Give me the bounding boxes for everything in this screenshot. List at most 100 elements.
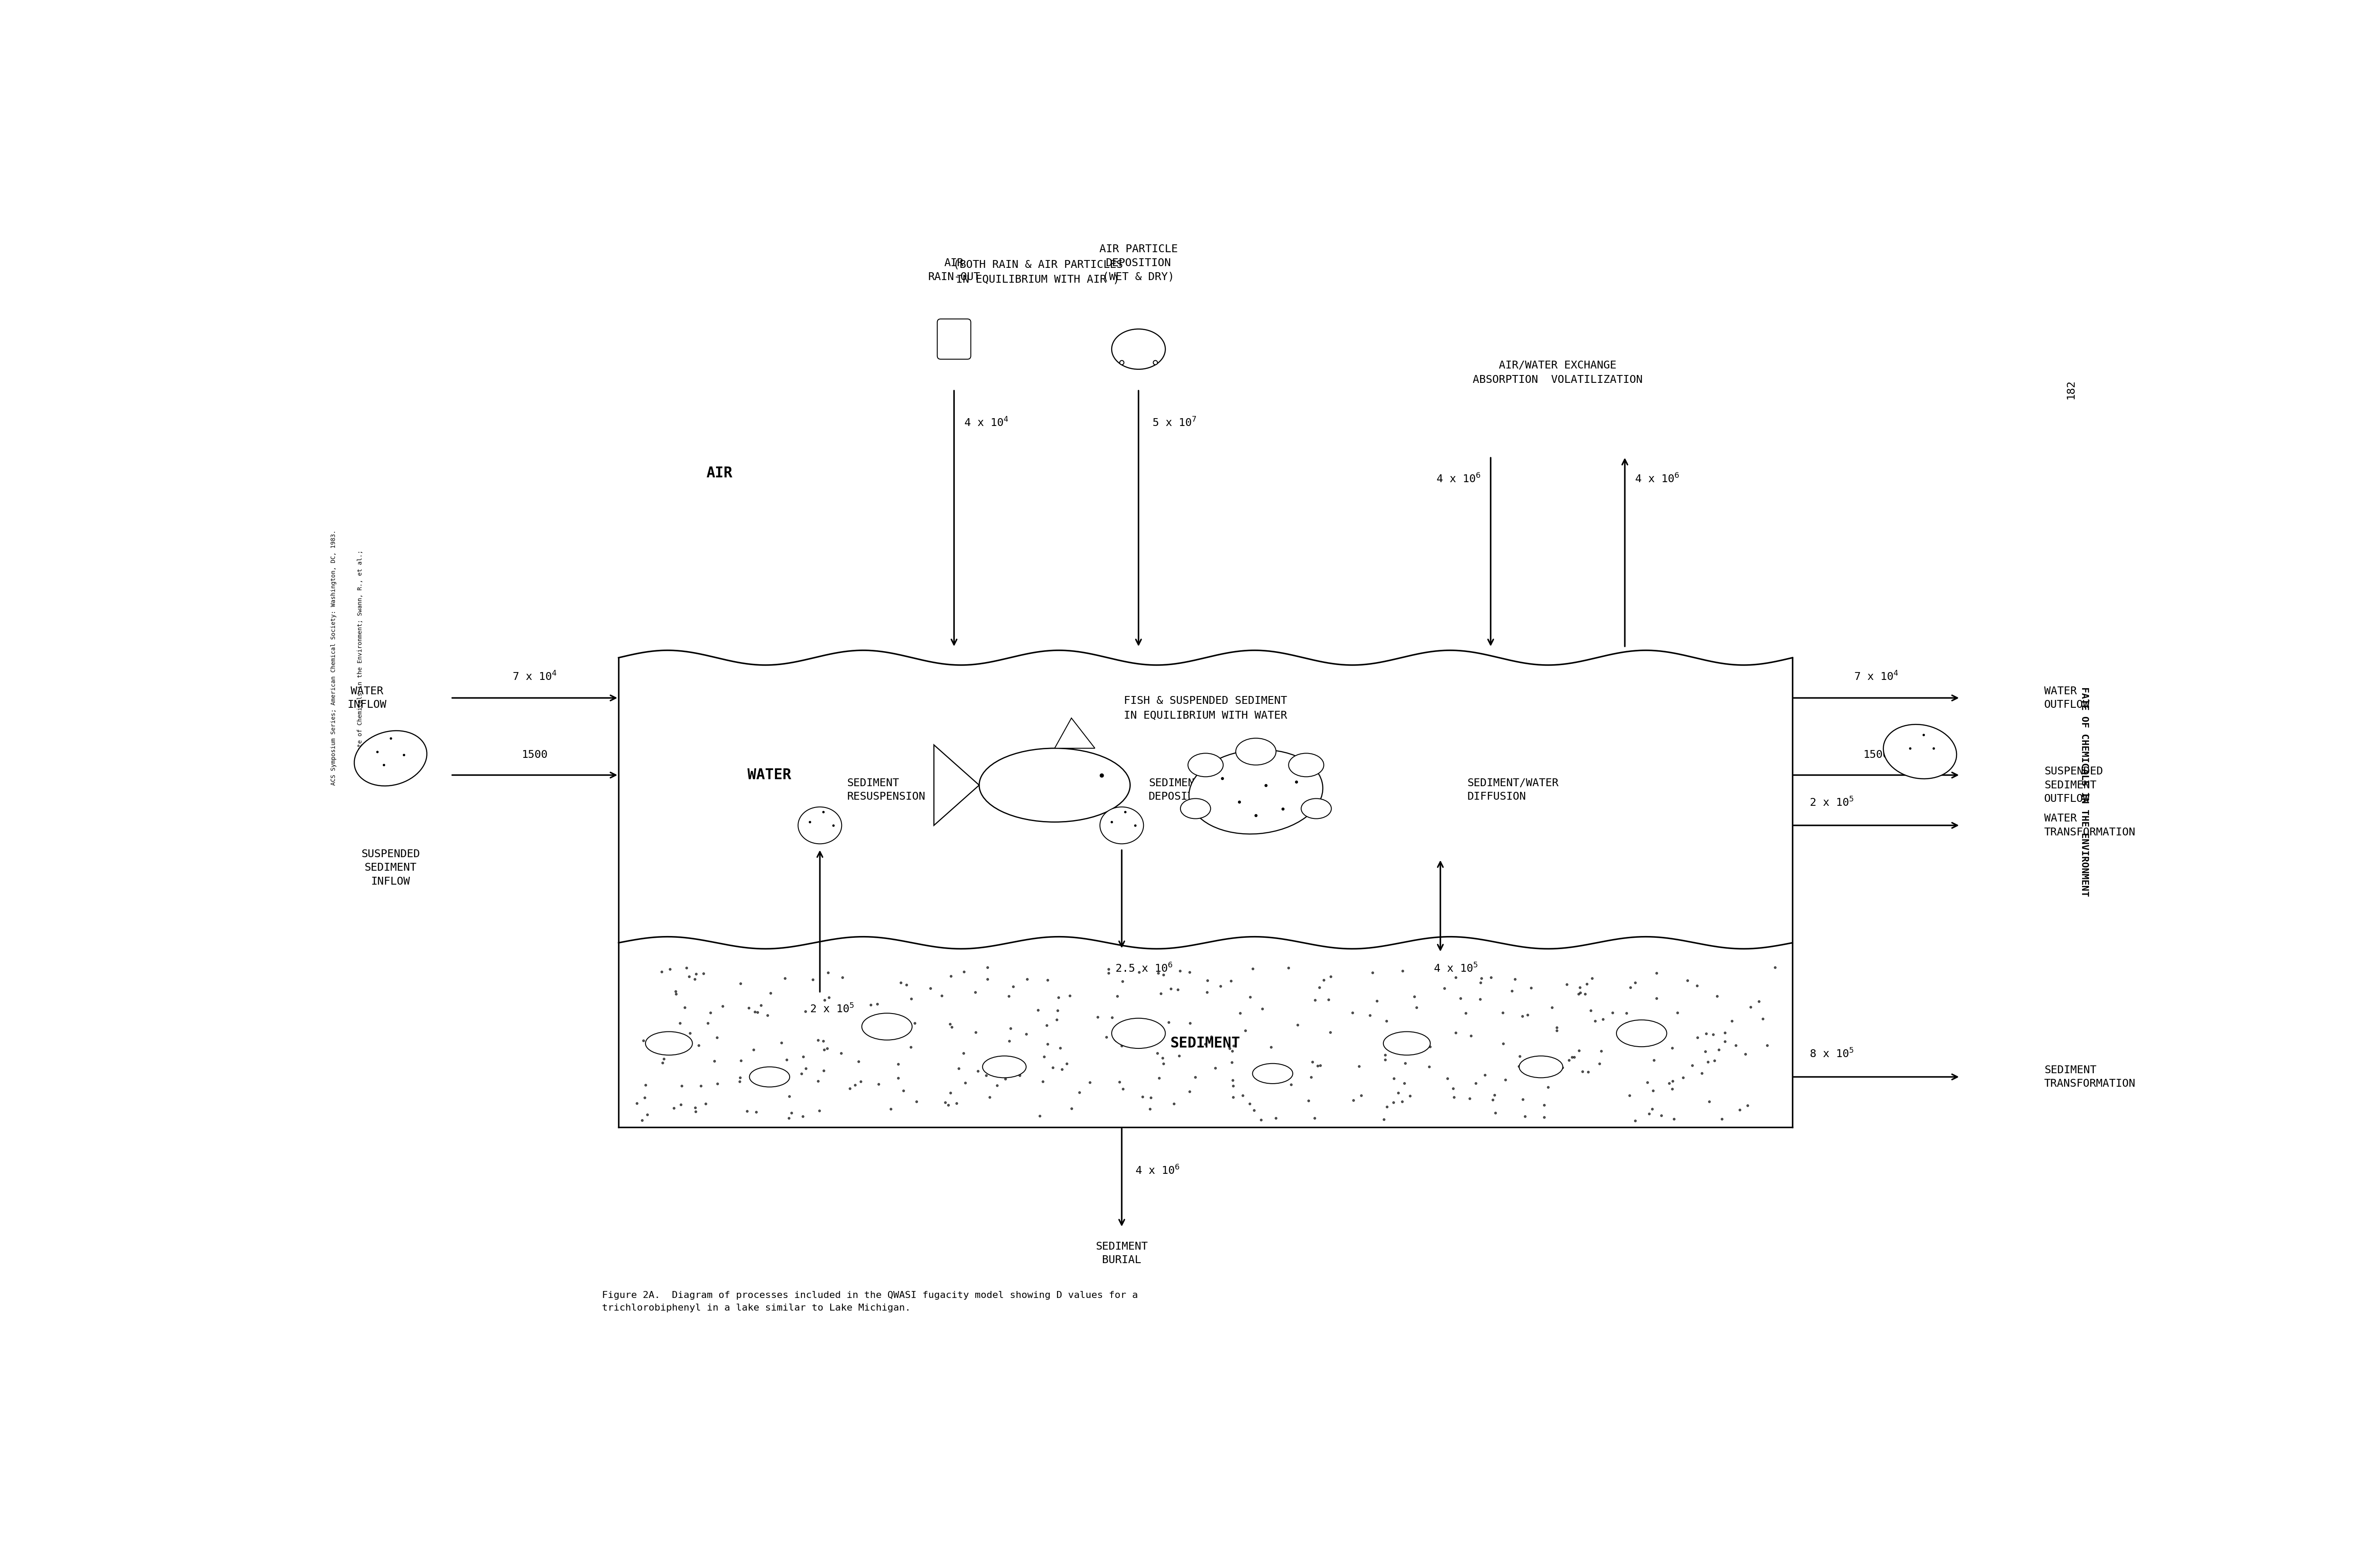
Point <box>1306 967 1344 993</box>
Ellipse shape <box>798 808 842 844</box>
Point <box>661 1011 699 1036</box>
Point <box>972 1085 1009 1110</box>
Point <box>1748 1033 1786 1058</box>
Point <box>1694 1022 1732 1047</box>
Point <box>1040 999 1078 1024</box>
Point <box>1605 1018 1642 1043</box>
Point <box>1134 1030 1172 1055</box>
Point <box>1252 1035 1289 1060</box>
Point <box>993 1016 1031 1041</box>
Point <box>1351 1002 1388 1027</box>
Point <box>1654 1077 1692 1102</box>
Point <box>1094 1005 1132 1030</box>
Point <box>1026 1044 1064 1069</box>
Point <box>628 1102 666 1127</box>
Point <box>1501 1044 1539 1069</box>
Text: WATER
TRANSFORMATION: WATER TRANSFORMATION <box>2045 814 2137 837</box>
Text: WATER: WATER <box>748 768 791 782</box>
Point <box>727 1099 765 1124</box>
Ellipse shape <box>1099 808 1144 844</box>
Point <box>1504 1004 1541 1029</box>
Ellipse shape <box>1111 329 1165 368</box>
Text: AIR: AIR <box>706 466 732 480</box>
Point <box>1139 1041 1176 1066</box>
Point <box>1525 1051 1562 1076</box>
Point <box>1687 1021 1725 1046</box>
Ellipse shape <box>979 748 1129 822</box>
Text: SEDIMENT: SEDIMENT <box>1169 1036 1240 1051</box>
Point <box>929 1093 967 1118</box>
Point <box>995 974 1033 999</box>
Point <box>1212 969 1249 994</box>
Text: SEDIMENT
DEPOSITION: SEDIMENT DEPOSITION <box>1148 778 1214 801</box>
Point <box>666 994 704 1019</box>
Point <box>944 1041 981 1066</box>
Point <box>1577 1008 1614 1033</box>
Point <box>800 1098 838 1123</box>
Text: AIR PARTICLE
DEPOSITION
(WET & DRY): AIR PARTICLE DEPOSITION (WET & DRY) <box>1099 245 1179 282</box>
Text: 4 x 10$^6$: 4 x 10$^6$ <box>1635 474 1680 485</box>
Point <box>1339 1054 1377 1079</box>
Point <box>1699 983 1737 1008</box>
Point <box>784 1044 821 1069</box>
Point <box>656 982 694 1007</box>
Point <box>1704 1107 1741 1132</box>
Point <box>1706 1021 1744 1046</box>
Point <box>946 1069 984 1094</box>
Point <box>1452 1087 1489 1112</box>
Point <box>852 993 889 1018</box>
Point <box>1278 1013 1315 1038</box>
Point <box>1052 983 1089 1008</box>
Point <box>1297 1105 1334 1131</box>
Point <box>958 1019 995 1044</box>
Point <box>1009 966 1047 991</box>
Text: SEDIMENT
TRANSFORMATION: SEDIMENT TRANSFORMATION <box>2045 1065 2137 1090</box>
Point <box>1534 994 1572 1019</box>
Point <box>1539 1014 1577 1040</box>
Text: 1500: 1500 <box>1864 750 1889 760</box>
Point <box>922 983 960 1008</box>
Text: 4 x 10$^5$: 4 x 10$^5$ <box>1433 963 1478 975</box>
Point <box>976 1055 1014 1080</box>
Point <box>1144 1051 1181 1076</box>
Point <box>1673 1054 1711 1079</box>
Point <box>1144 963 1181 988</box>
Point <box>1525 1104 1562 1129</box>
Point <box>1365 1107 1402 1132</box>
Point <box>1186 1032 1224 1057</box>
Point <box>1513 975 1551 1000</box>
Ellipse shape <box>1111 1018 1165 1049</box>
Point <box>1508 1002 1546 1027</box>
Text: SEDIMENT
RESUSPENSION: SEDIMENT RESUSPENSION <box>847 778 925 801</box>
Point <box>1593 1000 1631 1025</box>
Point <box>767 1047 805 1073</box>
Point <box>678 961 715 986</box>
Point <box>1141 1066 1179 1091</box>
Ellipse shape <box>1520 1055 1562 1077</box>
Point <box>1028 967 1066 993</box>
Point <box>793 967 831 993</box>
Point <box>1572 999 1609 1024</box>
Point <box>932 964 969 989</box>
Point <box>1398 994 1435 1019</box>
Point <box>939 1055 976 1080</box>
Text: AIR
RAIN-OUT: AIR RAIN-OUT <box>927 257 981 282</box>
Point <box>1144 1046 1181 1071</box>
Point <box>1638 986 1675 1011</box>
Point <box>786 1055 824 1080</box>
Point <box>1581 1038 1619 1063</box>
Point <box>1271 955 1308 980</box>
Point <box>1214 1033 1252 1058</box>
Point <box>859 991 896 1016</box>
Text: AIR/WATER EXCHANGE
ABSORPTION  VOLATILIZATION: AIR/WATER EXCHANGE ABSORPTION VOLATILIZA… <box>1473 361 1642 386</box>
Point <box>1042 1057 1080 1082</box>
Point <box>1701 1036 1739 1062</box>
Point <box>619 1091 656 1116</box>
Point <box>1367 1008 1405 1033</box>
Point <box>678 1094 715 1120</box>
Point <box>1581 1051 1619 1076</box>
Point <box>1141 982 1179 1007</box>
Point <box>1461 986 1499 1011</box>
Point <box>1633 1077 1671 1102</box>
Point <box>969 967 1007 993</box>
